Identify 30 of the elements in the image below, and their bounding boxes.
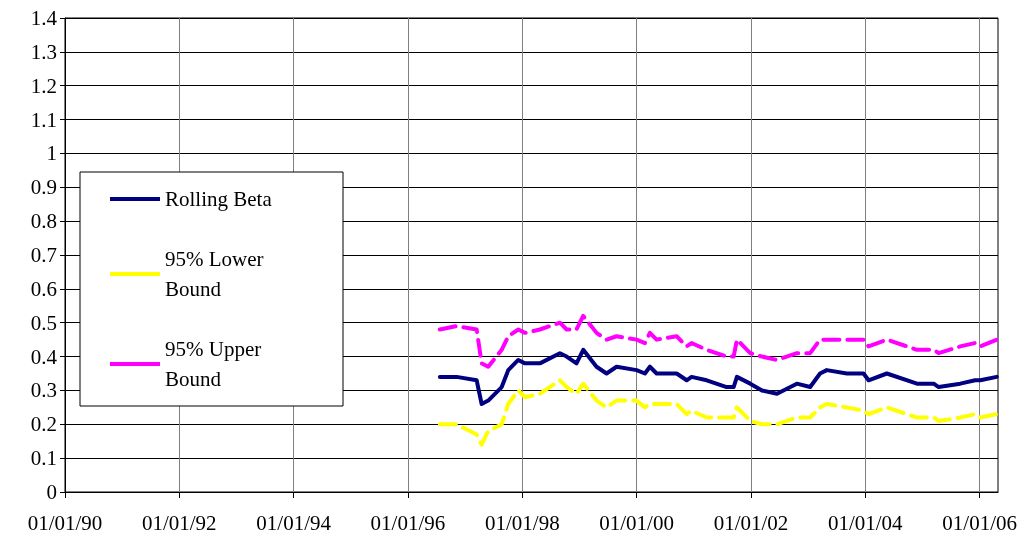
x-tick-label: 01/01/06 (942, 510, 1018, 535)
x-tick-label: 01/01/00 (599, 510, 674, 535)
x-tick-label: 01/01/90 (27, 510, 103, 535)
y-tick-label: 0.9 (30, 175, 57, 200)
y-tick-label: 1 (46, 141, 57, 166)
y-tick-label: 0.6 (30, 276, 57, 301)
y-tick-label: 0.7 (30, 243, 57, 267)
y-tick-label: 0.3 (30, 378, 57, 403)
line-series (437, 347, 999, 406)
y-tick-label: 1.3 (30, 39, 57, 64)
x-tick-label: 01/01/94 (256, 510, 332, 535)
y-tick-label: 0.4 (30, 344, 58, 369)
legend-label: Rolling Beta (165, 187, 273, 211)
y-tick-label: 0.2 (30, 412, 57, 437)
y-tick-label: 0.1 (30, 446, 57, 471)
y-tick-label: 0.5 (30, 310, 57, 335)
y-tick-label: 1.2 (30, 73, 57, 98)
y-tick-label: 0 (46, 480, 57, 504)
legend-label: 95% Upper Bound (165, 337, 267, 391)
x-tick-label: 01/01/98 (485, 510, 560, 535)
legend-label: 95% Lower Bound (165, 247, 269, 301)
line-series (437, 378, 999, 447)
y-tick-label: 0.8 (30, 209, 57, 234)
x-tick-label: 01/01/96 (370, 510, 446, 535)
x-tick-label: 01/01/02 (713, 510, 789, 535)
x-tick-label: 01/01/92 (141, 510, 217, 535)
y-tick-label: 1.4 (30, 6, 58, 30)
line-series (437, 313, 999, 369)
y-tick-label: 1.1 (30, 107, 57, 132)
x-tick-label: 01/01/04 (827, 510, 904, 535)
